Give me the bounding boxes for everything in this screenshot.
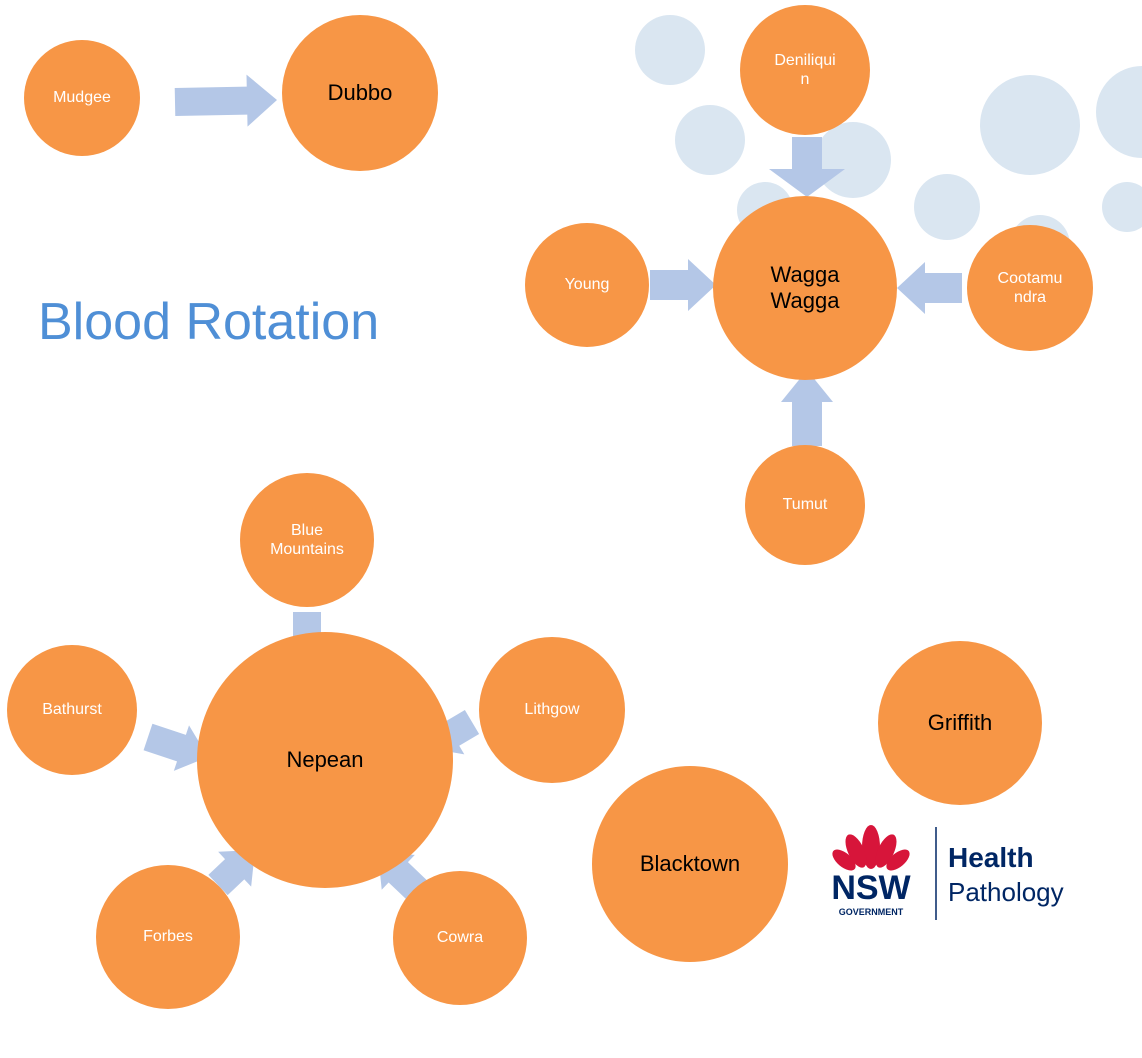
node: Tumut [745,445,865,565]
node: Mudgee [24,40,140,156]
node: Young [525,223,649,347]
arrow [208,850,255,896]
node: Cowra [393,871,527,1005]
node-label: n [800,71,810,88]
node: Nepean [197,632,453,888]
bubble [914,174,980,240]
petal [886,849,910,871]
node-label: Cowra [436,929,484,947]
petal [862,825,880,869]
waratah [832,825,910,871]
node: Dubbo [282,15,438,171]
node: Bathurst [7,645,137,775]
node-label: Blacktown [639,850,741,876]
node-label: Lithgow [524,701,580,719]
petal [875,834,897,868]
node-label: Griffith [927,709,993,735]
arrow [781,370,833,446]
node-label: Deniliqui [774,51,836,69]
node-label: Wagga [770,261,840,287]
bubble [815,122,891,198]
node-label: Mountains [270,541,344,558]
node: Wagga Wagga [713,196,897,380]
node: Forbes [96,865,240,1009]
node-label: Dubbo [327,79,393,105]
node-label: Cootamu [997,269,1063,287]
node-label: Tumut [782,496,828,514]
logo-mark: NSW [831,869,911,907]
node-label: Young [564,276,610,294]
node-label: Blue [290,521,324,539]
logo-sub: GOVERNMENT [839,907,904,917]
node: Lithgow [479,637,625,783]
arrow [769,137,845,197]
node: Griffith [878,641,1042,805]
node-label: Wagga [770,288,840,313]
arrow [897,262,962,314]
title: Blood Rotation [38,293,380,351]
node-label: ndra [1013,289,1047,306]
node: Blacktown [592,766,788,962]
node-label: Mudgee [53,89,111,107]
arrow [650,259,716,311]
node-label: Nepean [286,746,364,772]
bubble [980,75,1080,175]
bubble [635,15,705,85]
node: Blue Mountains [240,473,374,607]
bubble [1102,182,1142,232]
node-label: Bathurst [42,701,102,719]
petal [832,849,856,871]
logo: NSW GOVERNMENT Health Pathology [831,825,1064,920]
logo-line2: Pathology [948,877,1064,907]
node: Deniliqui n [740,5,870,135]
bubble [1096,66,1142,158]
arrow [174,74,277,127]
arrow [143,723,208,771]
petal [845,834,867,868]
node-label: Forbes [143,928,193,946]
node: Cootamu ndra [967,225,1093,351]
logo-line1: Health [948,842,1034,873]
bubble [675,105,745,175]
